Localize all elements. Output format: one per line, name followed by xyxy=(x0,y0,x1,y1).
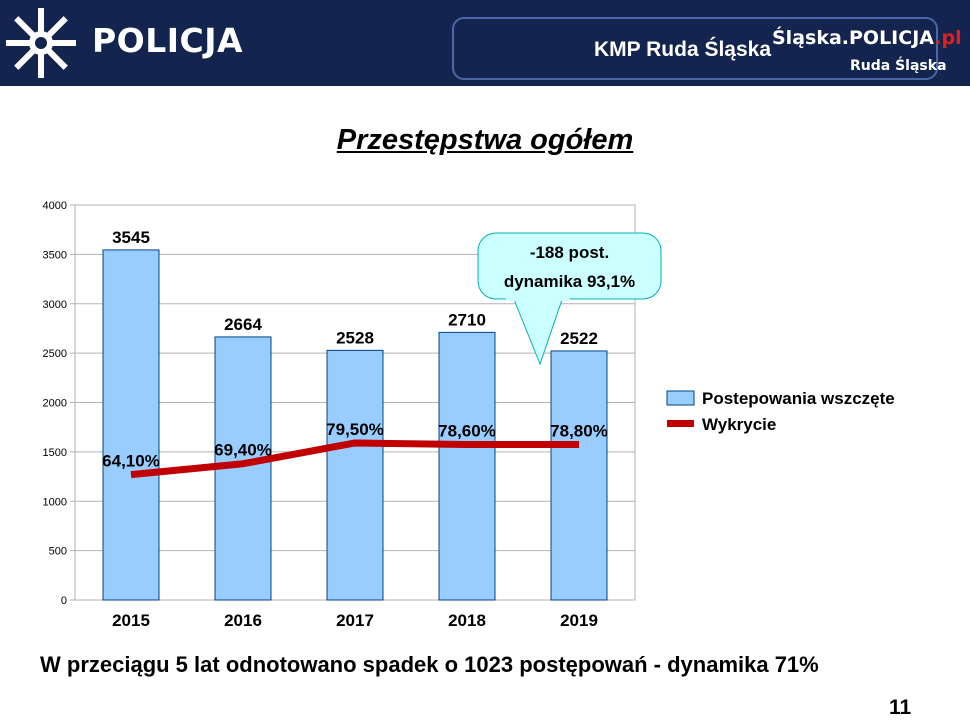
site-tld: .pl xyxy=(934,27,962,49)
bar-value-label: 2710 xyxy=(448,310,486,329)
y-tick-label: 1000 xyxy=(43,496,67,508)
y-tick-label: 0 xyxy=(61,595,67,607)
x-tick-label: 2016 xyxy=(224,611,262,630)
y-tick-label: 500 xyxy=(49,546,67,558)
y-tick-label: 2500 xyxy=(43,348,67,360)
bar xyxy=(438,331,496,601)
site-name-main: Śląska.POLICJA xyxy=(772,27,935,49)
x-tick-label: 2018 xyxy=(448,611,486,630)
unit-box xyxy=(452,17,938,80)
x-tick-label: 2015 xyxy=(112,611,150,630)
bar-value-label: 2528 xyxy=(336,328,374,347)
y-tick-label: 3000 xyxy=(43,299,67,311)
line-value-label: 64,10% xyxy=(102,452,160,471)
y-tick-label: 4000 xyxy=(43,200,67,212)
police-star-icon xyxy=(6,8,76,78)
y-tick-label: 2000 xyxy=(43,398,67,410)
series-line-wykrycie xyxy=(130,439,579,479)
bar xyxy=(326,349,384,601)
bar-value-label: 2522 xyxy=(560,329,598,348)
y-tick-label: 1500 xyxy=(43,447,67,459)
line-value-label: 69,40% xyxy=(214,441,272,460)
x-tick-label: 2017 xyxy=(336,611,374,630)
line-value-label: 79,50% xyxy=(326,420,384,439)
bar xyxy=(102,249,160,601)
callout-joint xyxy=(506,293,570,301)
bar-value-label: 3545 xyxy=(112,228,150,247)
bar xyxy=(550,350,608,601)
callout-line2: dynamika 93,1% xyxy=(504,272,635,291)
bar-value-label: 2664 xyxy=(224,315,262,334)
callout-line1: -188 post. xyxy=(530,243,609,262)
legend-label-bar: Postepowania wszczęte xyxy=(702,389,895,408)
legend-swatch-bar xyxy=(666,390,695,406)
unit-name: KMP Ruda Śląska xyxy=(594,38,772,61)
chart: 0 500 1000 1500 2000 2500 3000 3500 4000 3545 2664… xyxy=(43,200,895,630)
legend-label-line: Wykrycie xyxy=(702,415,776,434)
line-value-label: 78,60% xyxy=(438,421,496,440)
legend-swatch-line xyxy=(667,420,694,427)
header-banner: POLICJA KMP Ruda Śląska Śląska.POLICJA.p… xyxy=(0,0,970,86)
site-subtitle: Ruda Śląska xyxy=(850,58,947,74)
page-number: 11 xyxy=(889,696,912,719)
line-value-label: 78,80% xyxy=(550,421,608,440)
y-tick-label: 3500 xyxy=(43,249,67,261)
x-tick-label: 2019 xyxy=(560,611,598,630)
slide-title: Przestępstwa ogółem xyxy=(336,124,634,156)
brand-name: POLICJA xyxy=(92,21,244,60)
site-name: Śląska.POLICJA.pl xyxy=(772,27,962,49)
summary-text: W przeciągu 5 lat odnotowano spadek o 10… xyxy=(40,652,819,677)
